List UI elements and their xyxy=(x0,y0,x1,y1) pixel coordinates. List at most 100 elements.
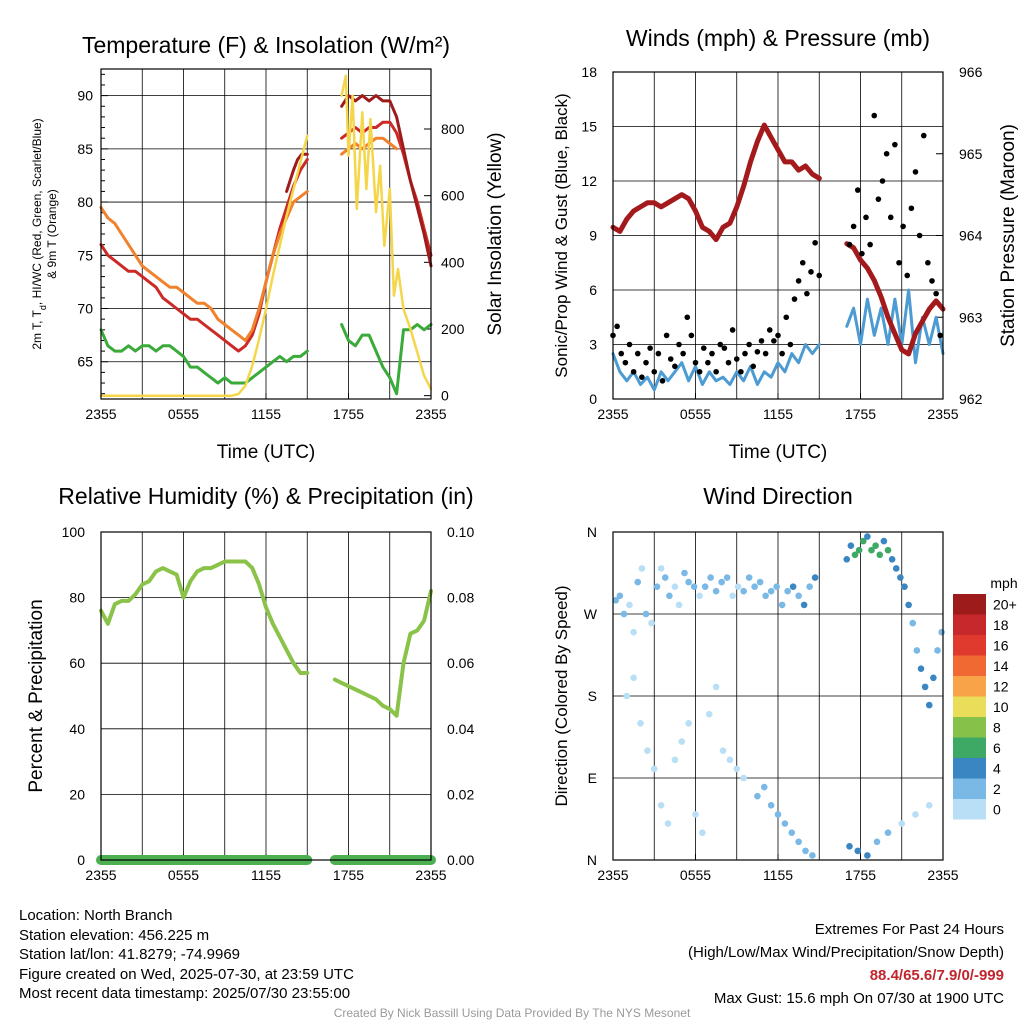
direction-point xyxy=(692,811,699,818)
y-tick-label-right: 800 xyxy=(441,121,465,137)
direction-point xyxy=(685,720,692,727)
gust-point xyxy=(846,241,853,248)
max-gust-text: Max Gust: 15.6 mph On 07/30 at 1900 UTC xyxy=(713,990,1004,1007)
direction-point xyxy=(888,556,896,563)
direction-point xyxy=(690,583,698,590)
y-tick-label-right: 400 xyxy=(441,254,465,270)
direction-point xyxy=(626,601,633,609)
legend-label: 8 xyxy=(993,719,1001,735)
x-tick-label: 0555 xyxy=(168,867,199,883)
gust-point xyxy=(705,359,711,366)
series-line xyxy=(340,94,433,268)
y-axis-label-right: Station Pressure (Maroon) xyxy=(998,124,1019,347)
direction-point xyxy=(642,610,650,618)
x-tick-label: 2355 xyxy=(85,406,116,422)
gust-point xyxy=(929,278,935,284)
direction-point xyxy=(897,574,904,581)
direction-point xyxy=(650,765,658,773)
gust-point xyxy=(738,368,744,375)
direction-point xyxy=(616,592,624,600)
y-tick-label-left: N xyxy=(587,852,597,868)
y-tick-label-right: 0.02 xyxy=(447,786,474,802)
legend-swatch xyxy=(953,778,986,799)
gust-point xyxy=(859,250,865,257)
gust-point xyxy=(920,132,927,139)
direction-point xyxy=(630,628,637,636)
location-text: Location: North Branch xyxy=(19,907,173,924)
legend-swatch xyxy=(953,696,986,717)
speed-legend: mph 20+ 18 16 14 12 10 8 6 4 2 0 xyxy=(953,575,1018,820)
legend-swatch xyxy=(953,655,986,676)
direction-point xyxy=(657,565,665,572)
y-tick-label-left: W xyxy=(584,606,598,622)
series-line xyxy=(611,343,821,392)
direction-point xyxy=(921,683,929,691)
gust-point xyxy=(758,338,765,344)
x-tick-label: 1155 xyxy=(251,867,281,883)
x-tick-label: 2355 xyxy=(927,867,958,883)
direction-point xyxy=(855,546,863,554)
station-info: Location: North Branch Station elevation… xyxy=(19,906,354,1004)
direction-point xyxy=(718,578,725,586)
y-tick-label-left: 40 xyxy=(69,721,85,737)
y-tick-label-right: 600 xyxy=(441,188,465,204)
direction-point xyxy=(789,583,797,590)
direction-point xyxy=(729,592,736,600)
elevation-text: Station elevation: 456.225 m xyxy=(19,926,210,944)
direction-point xyxy=(707,574,714,581)
series-line xyxy=(340,74,433,391)
plot-frame xyxy=(612,71,944,400)
plot-frame xyxy=(100,68,432,400)
gust-point xyxy=(916,232,923,239)
gust-point xyxy=(783,314,790,321)
gust-point xyxy=(700,345,707,351)
y-tick-label-left: 9 xyxy=(589,228,597,244)
y-tick-label-left: 18 xyxy=(581,64,597,80)
gust-point xyxy=(618,350,625,357)
y-tick-label-left: 75 xyxy=(77,247,93,263)
direction-point xyxy=(678,738,686,745)
y-tick-label-right: 0.00 xyxy=(447,852,474,868)
direction-point xyxy=(634,578,642,586)
gust-point xyxy=(908,205,915,212)
gust-point xyxy=(937,332,944,339)
direction-point xyxy=(802,847,809,855)
y-tick-label-left: 6 xyxy=(589,282,597,298)
direction-point xyxy=(637,720,644,727)
y-tick-label-right: 0.08 xyxy=(447,590,474,606)
direction-point xyxy=(675,601,683,609)
direction-point xyxy=(851,551,859,559)
direction-point xyxy=(884,546,892,554)
y-tick-label-left: 70 xyxy=(77,301,93,317)
gust-point xyxy=(643,359,649,366)
legend-swatch xyxy=(953,676,986,697)
gust-point xyxy=(688,332,695,339)
chart-title: Winds (mph) & Pressure (mb) xyxy=(626,25,930,51)
gust-point xyxy=(875,196,882,202)
direction-point xyxy=(740,774,747,782)
direction-point xyxy=(638,565,646,572)
series-line xyxy=(99,134,309,397)
gust-point xyxy=(867,241,873,248)
direction-point xyxy=(623,692,631,700)
legend-swatch xyxy=(953,737,986,758)
direction-point xyxy=(864,852,871,859)
direction-point xyxy=(930,674,937,682)
direction-point xyxy=(925,701,933,709)
legend-label: 6 xyxy=(993,740,1001,756)
x-tick-label: 2355 xyxy=(927,406,958,422)
gust-point xyxy=(762,350,769,357)
direction-point xyxy=(788,829,796,836)
y-axis-label-left: Direction (Colored By Speed) xyxy=(552,585,571,806)
gust-point xyxy=(746,341,752,348)
x-axis-label: Time (UTC) xyxy=(217,442,316,463)
direction-point xyxy=(778,601,786,609)
direction-point xyxy=(843,556,851,563)
y-tick-label-right: 965 xyxy=(959,146,983,162)
direction-point xyxy=(726,756,734,764)
series-line xyxy=(844,241,946,357)
x-tick-label: 2355 xyxy=(597,406,628,422)
extremes-subtitle: (High/Low/Max Wind/Precipitation/Snow De… xyxy=(688,944,1004,961)
